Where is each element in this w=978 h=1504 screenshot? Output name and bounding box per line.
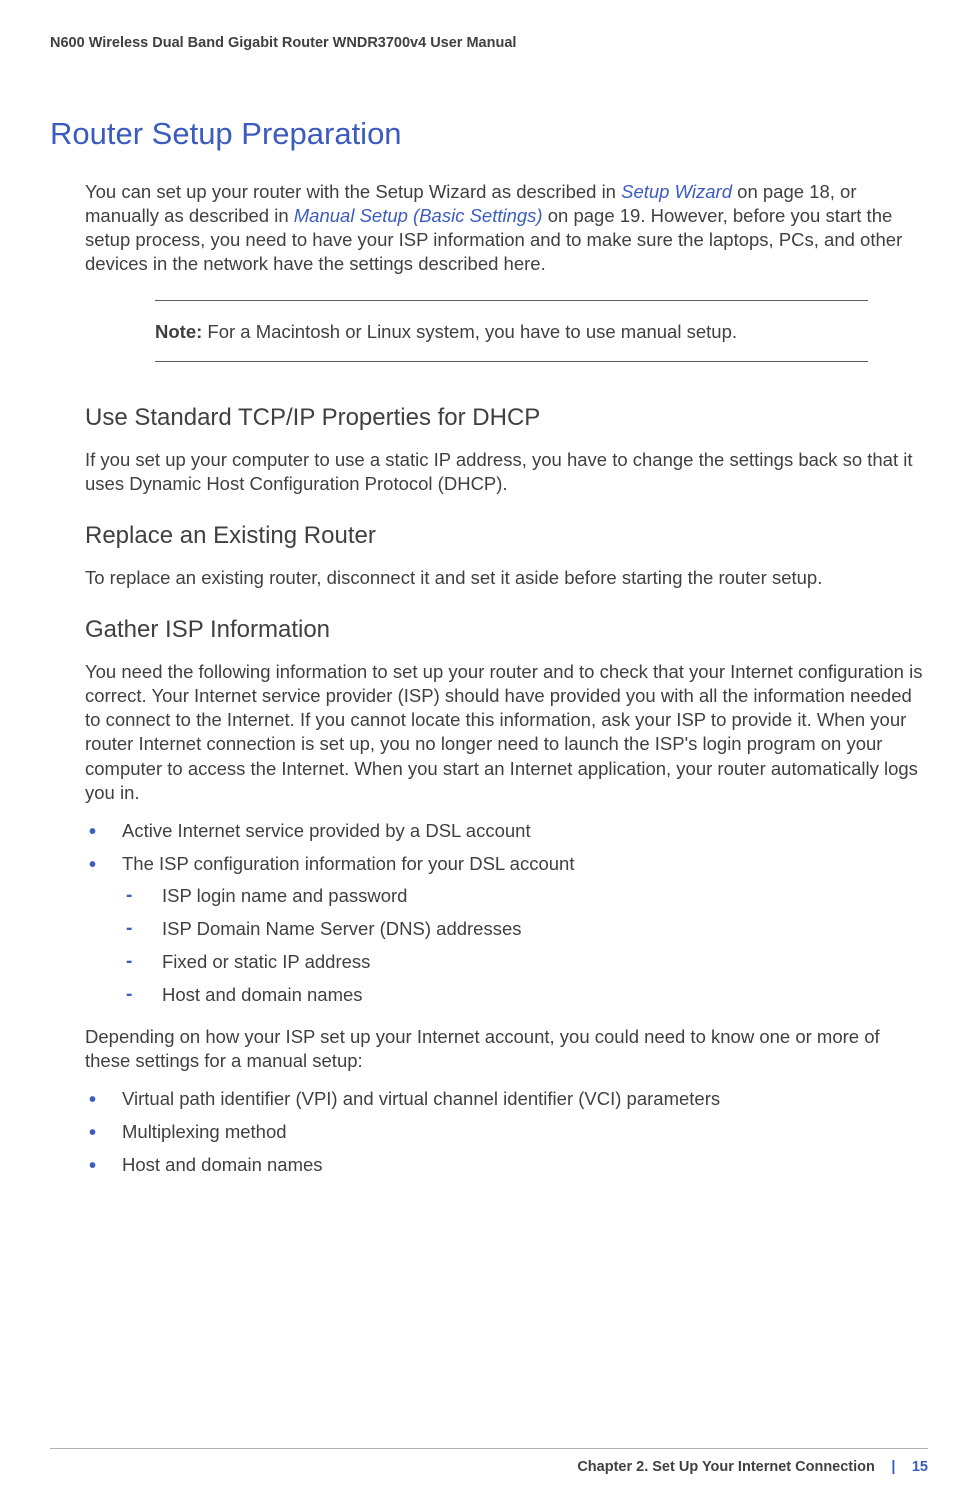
list-item: Host and domain names	[122, 983, 928, 1007]
intro-paragraph: You can set up your router with the Setu…	[85, 180, 928, 276]
list-item: ISP login name and password	[122, 884, 928, 908]
list-item: Active Internet service provided by a DS…	[85, 819, 928, 843]
footer-separator: |	[891, 1459, 895, 1475]
list-item: Host and domain names	[85, 1153, 928, 1177]
list-item: The ISP configuration information for yo…	[85, 852, 928, 1007]
footer-page-number: 15	[912, 1459, 928, 1475]
isp-bullet-list-1: Active Internet service provided by a DS…	[85, 819, 928, 1007]
list-item: Virtual path identifier (VPI) and virtua…	[85, 1087, 928, 1111]
section-replace-body: To replace an existing router, disconnec…	[85, 566, 928, 590]
section-dhcp-heading: Use Standard TCP/IP Properties for DHCP	[85, 404, 928, 432]
link-setup-wizard[interactable]: Setup Wizard	[621, 181, 732, 202]
page-footer: Chapter 2. Set Up Your Internet Connecti…	[50, 1448, 928, 1476]
note-label: Note:	[155, 321, 202, 342]
list-item-text: The ISP configuration information for yo…	[122, 853, 574, 874]
isp-dash-list: ISP login name and password ISP Domain N…	[122, 884, 928, 1007]
footer-chapter: Chapter 2. Set Up Your Internet Connecti…	[577, 1459, 875, 1475]
section-isp-body2: Depending on how your ISP set up your In…	[85, 1025, 928, 1073]
page-main-heading: Router Setup Preparation	[50, 116, 928, 152]
list-item: ISP Domain Name Server (DNS) addresses	[122, 917, 928, 941]
list-item: Multiplexing method	[85, 1120, 928, 1144]
note-box: Note: For a Macintosh or Linux system, y…	[155, 300, 868, 362]
section-isp-body: You need the following information to se…	[85, 660, 928, 804]
section-replace-heading: Replace an Existing Router	[85, 522, 928, 550]
link-manual-setup[interactable]: Manual Setup (Basic Settings)	[294, 205, 543, 226]
list-item: Fixed or static IP address	[122, 950, 928, 974]
section-dhcp-body: If you set up your computer to use a sta…	[85, 448, 928, 496]
note-text: For a Macintosh or Linux system, you hav…	[202, 321, 737, 342]
intro-part1: You can set up your router with the Setu…	[85, 181, 621, 202]
section-isp-heading: Gather ISP Information	[85, 616, 928, 644]
manual-header-title: N600 Wireless Dual Band Gigabit Router W…	[50, 35, 928, 51]
isp-bullet-list-2: Virtual path identifier (VPI) and virtua…	[85, 1087, 928, 1177]
